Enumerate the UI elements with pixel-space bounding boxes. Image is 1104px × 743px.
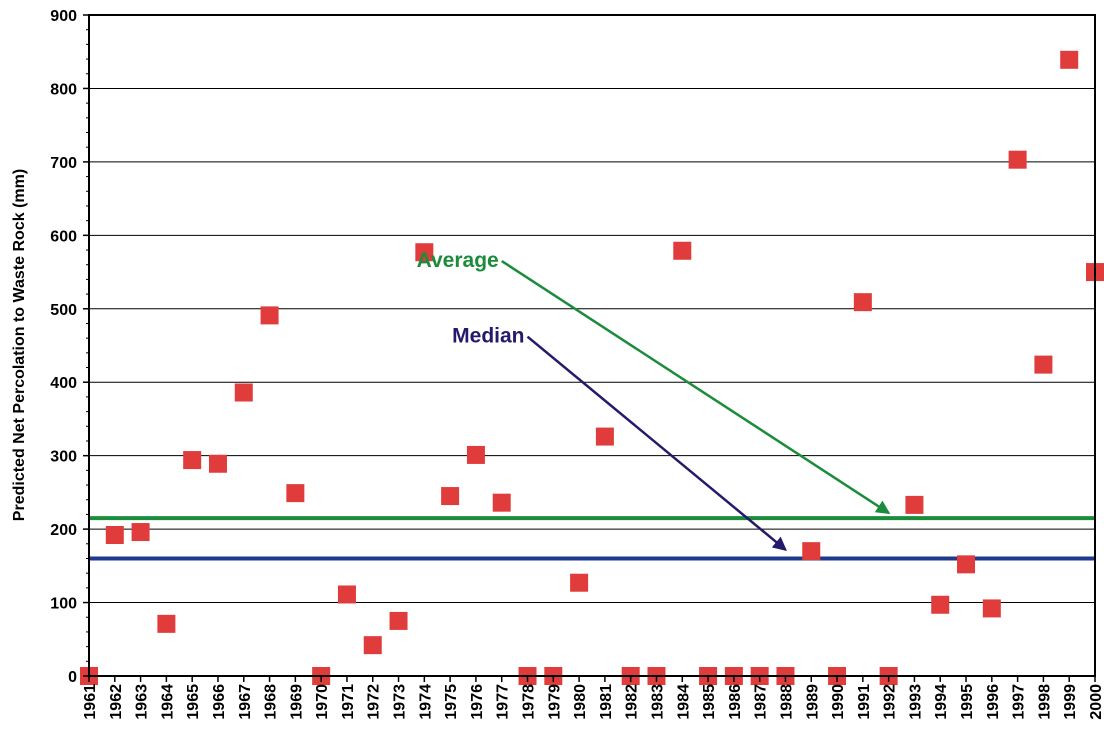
plot-area	[88, 14, 1096, 677]
x-tick-label: 1962	[108, 684, 125, 720]
x-tick-label: 1976	[469, 684, 486, 720]
x-tick-label: 1961	[82, 684, 99, 720]
y-tick-label: 900	[50, 8, 77, 25]
x-tick-label: 1989	[804, 684, 821, 720]
x-tick-label: 1980	[572, 684, 589, 720]
x-tick-label: 1981	[598, 684, 615, 720]
x-tick-label: 1971	[340, 684, 357, 720]
x-tick-label: 1968	[263, 684, 280, 720]
x-tick-label: 1991	[856, 684, 873, 720]
y-tick-label: 700	[50, 155, 77, 172]
data-point	[183, 451, 202, 470]
x-tick-label: 1969	[288, 684, 305, 720]
x-tick-label: 1970	[314, 684, 331, 720]
data-point	[441, 487, 460, 506]
y-tick-label: 800	[50, 81, 77, 98]
x-tick-label: 1983	[649, 684, 666, 720]
data-point	[957, 555, 976, 574]
data-point	[208, 454, 227, 473]
x-tick-label: 1994	[933, 684, 950, 720]
data-point	[931, 595, 950, 614]
data-point	[595, 427, 614, 446]
x-tick-label: 2000	[1088, 684, 1104, 720]
x-tick-label: 1986	[727, 684, 744, 720]
x-tick-label: 1998	[1036, 684, 1053, 720]
data-point	[389, 611, 408, 630]
y-tick-label: 300	[50, 449, 77, 466]
data-point	[131, 523, 150, 542]
median-arrow	[526, 335, 788, 551]
data-point	[492, 493, 511, 512]
y-tick-label: 0	[68, 669, 77, 686]
data-point	[673, 241, 692, 260]
x-tick-label: 1992	[882, 684, 899, 720]
x-tick-label: 1993	[907, 684, 924, 720]
data-point	[105, 525, 124, 544]
x-tick-label: 1996	[985, 684, 1002, 720]
data-point	[1034, 355, 1053, 374]
data-point	[415, 243, 434, 262]
x-tick-label: 1990	[830, 684, 847, 720]
data-points	[80, 50, 1104, 685]
x-tick-label: 1985	[701, 684, 718, 720]
axis-ticks	[83, 14, 1096, 682]
median-annotation: Median	[452, 325, 524, 348]
data-point	[260, 306, 279, 325]
data-point	[982, 599, 1001, 618]
data-point	[466, 445, 485, 464]
x-tick-label: 1995	[959, 684, 976, 720]
x-tick-label: 1964	[159, 684, 176, 720]
gridlines	[89, 87, 1095, 604]
x-tick-label: 1978	[521, 684, 538, 720]
data-point	[157, 614, 176, 633]
data-point	[1060, 50, 1079, 69]
x-tick-label: 1999	[1062, 684, 1079, 720]
x-tick-label: 1963	[134, 684, 151, 720]
x-tick-label: 1979	[546, 684, 563, 720]
x-tick-label: 1974	[417, 684, 434, 720]
average-annotation: Average	[417, 249, 499, 272]
x-tick-label: 1987	[753, 684, 770, 720]
x-tick-label: 1967	[237, 684, 254, 720]
x-tick-label: 1965	[185, 684, 202, 720]
x-tick-label: 1973	[392, 684, 409, 720]
x-tick-label: 1982	[624, 684, 641, 720]
data-point	[905, 495, 924, 514]
reference-lines	[89, 259, 1095, 561]
data-point	[802, 542, 821, 561]
average-arrow	[501, 259, 891, 515]
data-point	[570, 573, 589, 592]
y-axis-title: Predicted Net Percolation to Waste Rock …	[11, 169, 28, 521]
y-tick-label: 600	[50, 228, 77, 245]
axis-labels: 0 100 200 300 400 500 600 700 800 900 1961 1962 1963…	[50, 8, 1104, 720]
x-tick-label: 1972	[366, 684, 383, 720]
y-tick-label: 500	[50, 302, 77, 319]
data-point	[286, 484, 305, 503]
data-point	[853, 293, 872, 312]
x-tick-label: 1975	[443, 684, 460, 720]
data-point	[234, 383, 253, 402]
x-tick-label: 1966	[211, 684, 228, 720]
y-tick-label: 100	[50, 596, 77, 613]
data-point	[337, 585, 356, 604]
data-point	[363, 636, 382, 655]
x-tick-label: 1977	[495, 684, 512, 720]
x-tick-label: 1984	[675, 684, 692, 720]
y-tick-label: 200	[50, 522, 77, 539]
data-point	[1008, 150, 1027, 169]
x-tick-label: 1988	[778, 684, 795, 720]
x-tick-label: 1997	[1011, 684, 1028, 720]
y-tick-label: 400	[50, 375, 77, 392]
